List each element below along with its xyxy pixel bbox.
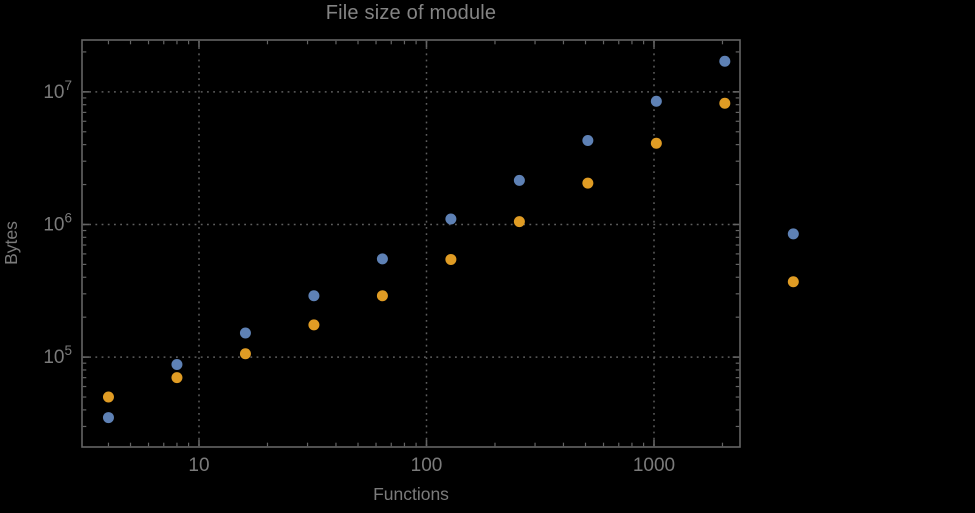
y-axis-label: Bytes [1,221,21,265]
x-tick-label-100: 100 [411,455,443,476]
y-tick-label-10e7: 107 [43,78,72,103]
point-orange-series-x256 [513,216,525,228]
point-blue-series-x512 [582,134,594,146]
point-blue-series-x32 [308,290,320,302]
point-blue-series-x16 [239,327,251,339]
point-blue-series-x2048 [719,55,731,67]
point-blue-series-x64 [376,253,388,265]
plot-frame [81,39,741,448]
point-orange-series-x16 [239,348,251,360]
point-orange-series-x1024 [650,137,662,149]
y-tick-label-10e5: 105 [43,343,72,368]
point-blue-series-x4096 [787,228,799,240]
point-orange-series-x4096 [787,276,799,288]
x-tick-label-1000: 1000 [633,455,675,476]
point-blue-series-x128 [445,213,457,225]
tick-labels: 10 100 1000 105 106 107 [43,78,675,476]
y-tick-label-10e6: 106 [43,210,72,235]
point-blue-series-x1024 [650,95,662,107]
point-orange-series-x512 [582,177,594,189]
frame-ticks [82,40,740,447]
point-blue-series-x256 [513,174,525,186]
x-tick-label-10: 10 [188,455,209,476]
chart-title: File size of module [325,2,497,24]
point-orange-series-x128 [445,253,457,265]
x-axis-label: Functions [373,484,449,504]
point-orange-series-x64 [376,290,388,302]
data-points [102,55,799,424]
point-orange-series-x32 [308,319,320,331]
point-orange-series-x8 [171,372,183,384]
point-blue-series-x8 [171,358,183,370]
point-orange-series-x2048 [719,97,731,109]
point-blue-series-x4 [102,412,114,424]
gridlines [83,41,739,446]
point-orange-series-x4 [102,391,114,403]
